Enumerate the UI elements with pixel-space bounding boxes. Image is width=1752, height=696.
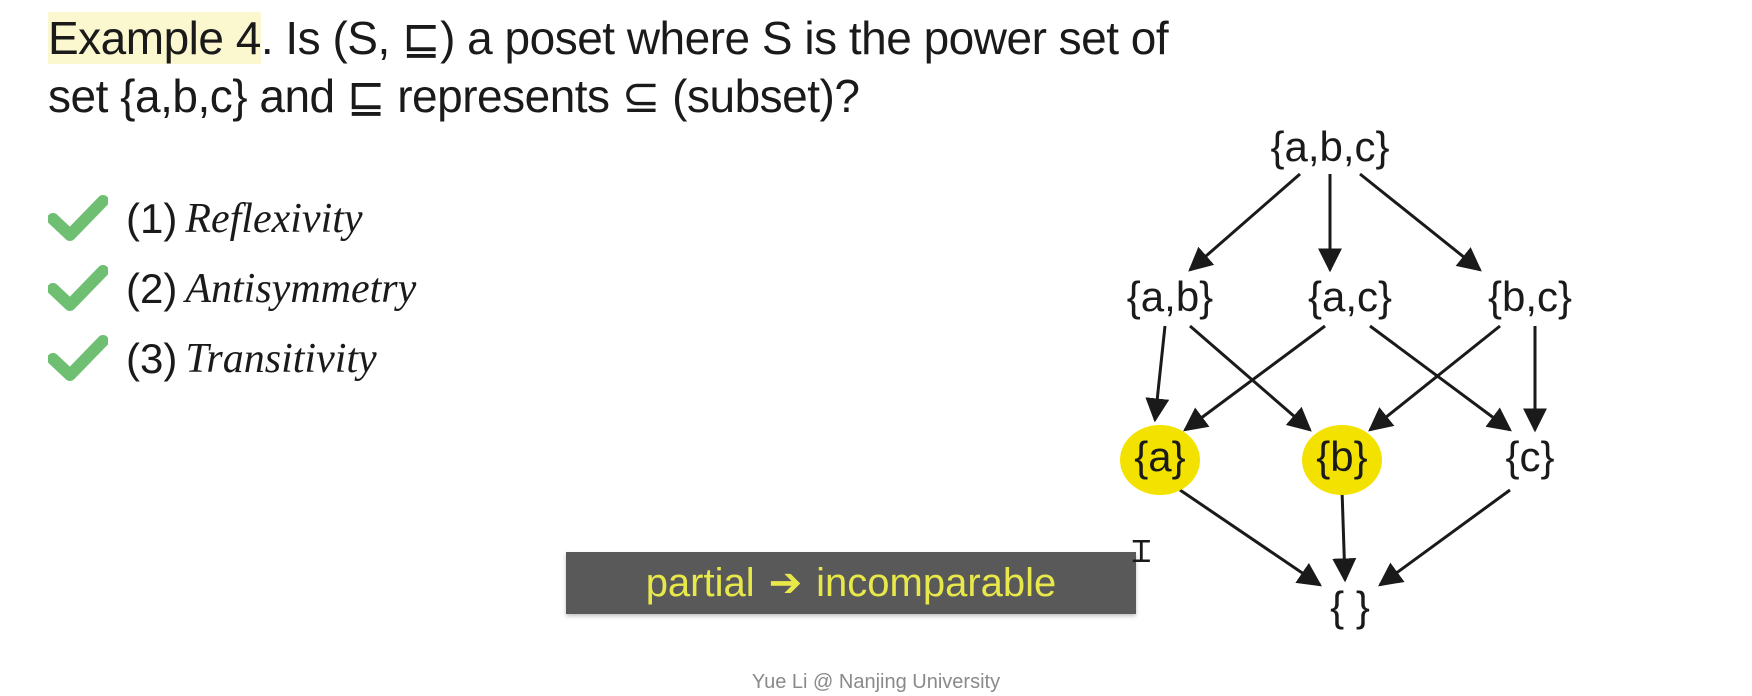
callout-right: incomparable xyxy=(816,561,1056,606)
hasse-edge xyxy=(1190,174,1300,270)
property-list: (1) Reflexivity (2) Antisymmetry (3) Tra… xyxy=(48,195,416,405)
property-number: (3) xyxy=(126,335,177,383)
hasse-edge xyxy=(1155,326,1165,420)
hasse-node-abc: {a,b,c} xyxy=(1270,123,1389,170)
checkmark-icon xyxy=(48,195,108,243)
property-name: Antisymmetry xyxy=(185,265,416,313)
question-line1: . Is (S, ⊑) a poset where S is the power… xyxy=(261,12,1168,64)
question-line2: set {a,b,c} and ⊑ represents ⊆ (subset)? xyxy=(48,70,859,122)
arrow-right-icon: ➔ xyxy=(769,560,803,606)
hasse-edge xyxy=(1360,174,1480,270)
hasse-node-c: {c} xyxy=(1505,433,1554,480)
hasse-nodes: {a,b,c} {a,b} {a,c} {b,c} {a} {b} {c} { } xyxy=(1127,123,1572,630)
hasse-edges xyxy=(1155,174,1535,585)
checkmark-icon xyxy=(48,335,108,383)
slide-footer: Yue Li @ Nanjing University xyxy=(0,671,1752,694)
hasse-node-ac: {a,c} xyxy=(1308,273,1392,320)
hasse-edge xyxy=(1342,490,1345,580)
hasse-edge xyxy=(1180,490,1320,585)
hasse-edge xyxy=(1380,490,1510,585)
hasse-node-a: {a} xyxy=(1134,433,1185,480)
property-number: (1) xyxy=(126,195,177,243)
property-item: (3) Transitivity xyxy=(48,335,416,383)
hasse-node-e: { } xyxy=(1330,583,1370,630)
callout-left: partial xyxy=(646,561,755,606)
property-name: Transitivity xyxy=(185,335,376,383)
hasse-node-b: {b} xyxy=(1316,433,1367,480)
hasse-node-ab: {a,b} xyxy=(1127,273,1213,320)
example-label: Example 4 xyxy=(48,12,261,64)
slide-root: Example 4. Is (S, ⊑) a poset where S is … xyxy=(0,0,1752,696)
hasse-node-bc: {b,c} xyxy=(1488,273,1572,320)
example-question: Example 4. Is (S, ⊑) a poset where S is … xyxy=(48,10,1168,125)
property-item: (2) Antisymmetry xyxy=(48,265,416,313)
property-name: Reflexivity xyxy=(185,195,362,243)
property-number: (2) xyxy=(126,265,177,313)
partial-callout: partial ➔ incomparable xyxy=(566,552,1136,614)
checkmark-icon xyxy=(48,265,108,313)
property-item: (1) Reflexivity xyxy=(48,195,416,243)
